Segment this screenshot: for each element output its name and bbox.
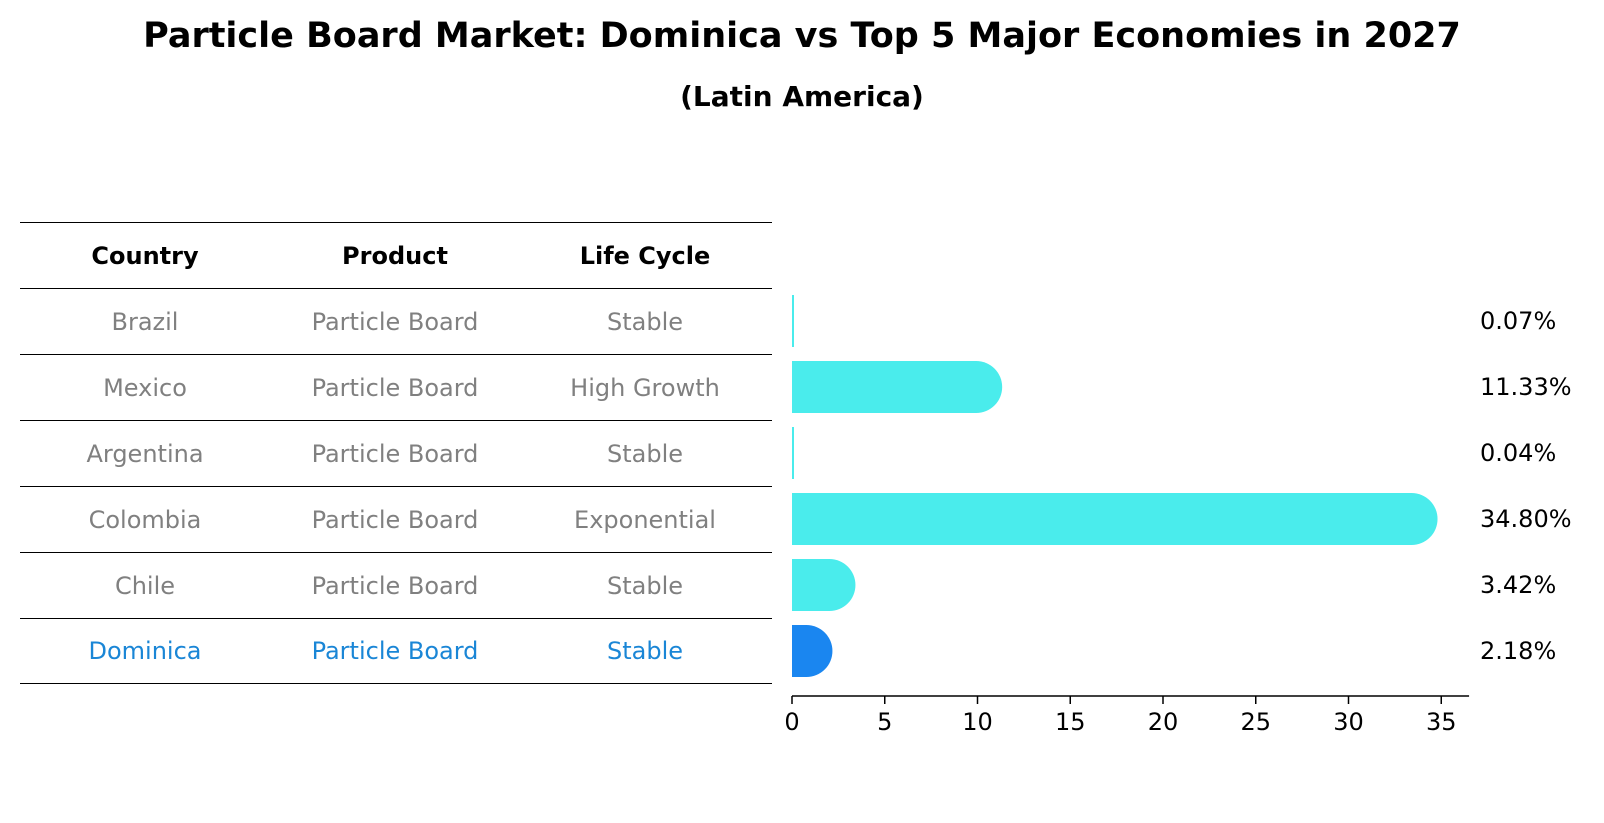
- x-tick-label: 20: [1148, 708, 1179, 736]
- product-cell: Particle Board: [311, 637, 479, 665]
- country-table: Country Product Life Cycle Brazil Partic…: [20, 222, 772, 684]
- x-tick-label: 30: [1333, 708, 1364, 736]
- chart-subtitle: (Latin America): [680, 80, 924, 113]
- country-cell: Argentina: [86, 439, 204, 468]
- table-row: Chile Particle Board Stable: [20, 552, 772, 618]
- x-tick-label: 25: [1240, 708, 1271, 736]
- bar-colombia: [792, 493, 1438, 545]
- x-tick-label: 35: [1426, 708, 1457, 736]
- x-tick-label: 0: [784, 708, 799, 736]
- product-cell: Particle Board: [311, 571, 479, 600]
- x-tick-label: 10: [962, 708, 993, 736]
- data-label: 11.33%: [1480, 373, 1572, 401]
- table-row: Mexico Particle Board High Growth: [20, 354, 772, 420]
- data-label: 0.07%: [1480, 307, 1556, 335]
- country-cell: Mexico: [103, 373, 187, 402]
- header-product: Product: [342, 241, 448, 270]
- life-cycle-cell: High Growth: [570, 373, 720, 402]
- country-cell: Colombia: [88, 505, 202, 534]
- table-row: Argentina Particle Board Stable: [20, 420, 772, 486]
- bar-brazil: [792, 295, 794, 347]
- life-cycle-cell: Stable: [606, 571, 684, 600]
- header-country: Country: [91, 241, 199, 270]
- bar-chile: [792, 559, 856, 611]
- product-cell: Particle Board: [311, 505, 479, 534]
- table-row-highlight: Dominica Particle Board Stable: [20, 618, 772, 684]
- table-header-row: Country Product Life Cycle: [20, 222, 772, 288]
- bar-mexico: [792, 361, 1003, 413]
- table-row: Brazil Particle Board Stable: [20, 288, 772, 354]
- country-cell: Dominica: [88, 637, 202, 665]
- chart-title: Particle Board Market: Dominica vs Top 5…: [143, 16, 1461, 56]
- table-row: Colombia Particle Board Exponential: [20, 486, 772, 552]
- life-cycle-cell: Stable: [606, 439, 684, 468]
- header-life-cycle: Life Cycle: [579, 241, 711, 270]
- country-cell: Brazil: [111, 307, 179, 336]
- life-cycle-cell: Exponential: [574, 505, 716, 534]
- x-tick-label: 5: [877, 708, 892, 736]
- bar-dominica: [792, 625, 833, 677]
- product-cell: Particle Board: [311, 439, 479, 468]
- country-cell: Chile: [114, 571, 176, 600]
- data-label: 0.04%: [1480, 439, 1556, 467]
- data-label: 3.42%: [1480, 571, 1556, 599]
- data-label: 2.18%: [1480, 637, 1556, 665]
- x-tick-label: 15: [1055, 708, 1086, 736]
- product-cell: Particle Board: [311, 373, 479, 402]
- life-cycle-cell: Stable: [606, 307, 684, 336]
- product-cell: Particle Board: [311, 307, 479, 336]
- life-cycle-cell: Stable: [606, 637, 684, 665]
- data-label: 34.80%: [1480, 505, 1572, 533]
- bar-argentina: [792, 427, 794, 479]
